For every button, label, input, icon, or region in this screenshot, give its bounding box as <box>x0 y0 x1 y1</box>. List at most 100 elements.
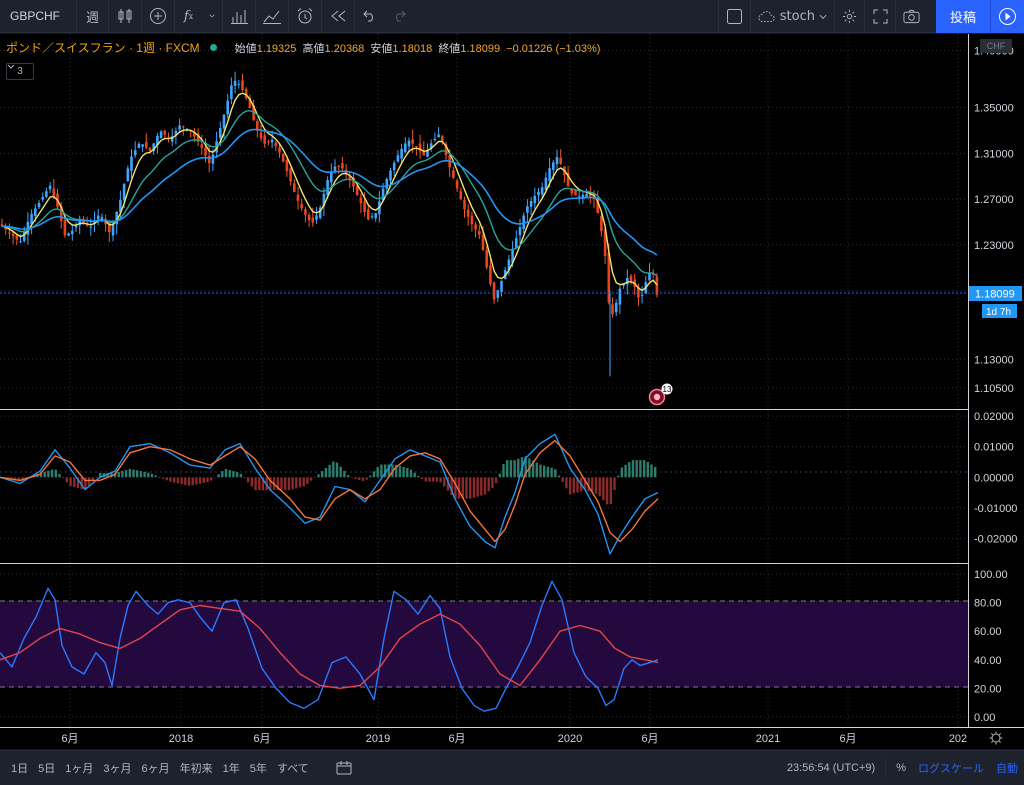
time-axis-settings-button[interactable] <box>989 731 1003 745</box>
macd-histogram-bar <box>121 470 124 478</box>
candle-body <box>230 85 233 99</box>
macd-histogram-bar <box>113 473 117 478</box>
candle-body <box>352 177 355 187</box>
macd-histogram-bar <box>417 475 420 478</box>
candle-body <box>322 193 326 206</box>
play-button[interactable] <box>990 0 1024 33</box>
range-button[interactable]: すべて <box>276 763 309 775</box>
candle-body <box>200 144 204 148</box>
currency-label[interactable]: CHF <box>980 39 1012 53</box>
macd-histogram-bar <box>454 477 457 499</box>
macd-histogram-bar <box>435 477 439 482</box>
candle-body <box>574 189 577 196</box>
compare-button[interactable] <box>141 0 174 33</box>
candle-body <box>359 197 363 204</box>
signal-line <box>0 439 659 543</box>
fullscreen-button[interactable] <box>864 0 895 33</box>
range-button[interactable]: 年初来 <box>179 763 213 775</box>
clock[interactable]: 23:56:54 (UTC+9) <box>786 762 876 774</box>
candle-body <box>196 133 200 142</box>
range-button[interactable]: 5日 <box>38 763 56 775</box>
alarm-clock-icon <box>297 8 313 24</box>
candle-body <box>219 127 222 138</box>
candle-body <box>655 276 659 295</box>
macd-tick-label: 0.02000 <box>974 411 1014 423</box>
macd-histogram-bar <box>372 471 376 478</box>
candle-body <box>522 215 525 230</box>
indicators-dropdown[interactable] <box>202 0 222 33</box>
macd-line <box>0 433 659 555</box>
undo-button[interactable] <box>354 0 384 33</box>
candle-body <box>259 132 263 139</box>
candle-body <box>585 193 588 198</box>
candle-body <box>270 139 274 143</box>
range-button[interactable]: 5年 <box>249 763 267 775</box>
redo-button[interactable] <box>384 0 414 33</box>
candle-body <box>256 121 259 131</box>
range-button[interactable]: 1ヶ月 <box>65 763 94 775</box>
range-button[interactable]: 1年 <box>222 763 240 775</box>
replay-button[interactable] <box>321 0 354 33</box>
range-button[interactable]: 6ヶ月 <box>141 763 170 775</box>
candle-body <box>37 202 41 208</box>
macd-axis[interactable]: 0.02000 0.01000 0.00000 -0.01000 -0.02000 <box>974 411 1017 546</box>
stoch-tick-label: 40.00 <box>974 655 1002 667</box>
alert-button[interactable] <box>288 0 321 33</box>
percent-toggle[interactable]: % <box>896 762 906 774</box>
candle-body <box>82 220 85 223</box>
candle-body <box>570 189 574 194</box>
log-scale-toggle[interactable]: ログスケール <box>918 763 984 775</box>
candle-body <box>237 83 241 85</box>
candle-body <box>119 199 122 213</box>
candle-body <box>4 227 7 230</box>
macd-histogram-bar <box>54 469 57 478</box>
macd-histogram-bar <box>480 477 483 496</box>
macd-histogram-bar <box>642 460 646 478</box>
chart-type-button[interactable] <box>108 0 141 33</box>
range-button[interactable]: 3ヶ月 <box>103 763 132 775</box>
candle-body <box>540 187 544 195</box>
series-legend[interactable]: ポンド／スイスフラン · 1週 · FXCM 始値1.19325 高値1.203… <box>6 39 600 56</box>
cloud-save-button[interactable]: stoch <box>750 0 834 33</box>
settings-button[interactable] <box>834 0 864 33</box>
close-label: 終値 <box>438 42 461 55</box>
low-value: 1.18018 <box>392 42 433 55</box>
time-tick-label: 6月 <box>61 733 78 745</box>
candle-body <box>241 80 244 91</box>
range-button[interactable]: 1日 <box>11 763 29 775</box>
candle-body <box>178 125 181 130</box>
stoch-axis[interactable]: 100.00 80.00 60.00 40.00 20.00 0.00 <box>974 569 1008 724</box>
macd-histogram-bar <box>620 467 624 478</box>
interval-button[interactable]: 週 <box>76 0 108 33</box>
snapshot-button[interactable] <box>895 0 927 33</box>
goto-date-icon[interactable] <box>336 761 352 775</box>
macd-histogram-bar <box>543 465 546 478</box>
publish-button[interactable]: 投稿 <box>936 0 990 33</box>
templates-button[interactable] <box>255 0 288 33</box>
candle-body <box>330 172 333 183</box>
date-range-group: 1日 5日 1ヶ月 3ヶ月 6ヶ月 年初来 1年 5年 すべて <box>0 760 314 776</box>
stoch-tick-label: 80.00 <box>974 598 1002 610</box>
candle-body <box>159 131 163 139</box>
symbol-search-button[interactable]: GBPCHF <box>10 9 61 23</box>
macd-histogram-bar <box>76 477 80 489</box>
macd-histogram-bar <box>409 469 413 478</box>
layout-button[interactable] <box>718 0 750 33</box>
candle-body <box>392 162 396 171</box>
macd-histogram-bar <box>513 460 516 478</box>
events-badge[interactable]: 13 <box>648 383 673 406</box>
legend-collapse-button[interactable]: 3 <box>6 63 34 80</box>
time-tick-label: 6月 <box>448 733 465 745</box>
macd-histogram-bar <box>176 477 180 484</box>
financials-button[interactable] <box>222 0 255 33</box>
time-tick-label: 2019 <box>366 733 390 745</box>
auto-scale-toggle[interactable]: 自動 <box>996 763 1018 775</box>
chart-area[interactable]: 1.400001.350001.310001.270001.230001.190… <box>0 34 1024 749</box>
time-axis[interactable]: 6月 2018 6月 2019 6月 2020 6月 2021 6月 202 <box>61 733 967 745</box>
candle-body <box>614 302 618 313</box>
macd-histogram-bar <box>602 477 605 501</box>
candle-body <box>108 222 111 232</box>
chart-svg[interactable]: 1.400001.350001.310001.270001.230001.190… <box>0 34 1024 749</box>
macd-histogram-bar <box>106 473 109 478</box>
